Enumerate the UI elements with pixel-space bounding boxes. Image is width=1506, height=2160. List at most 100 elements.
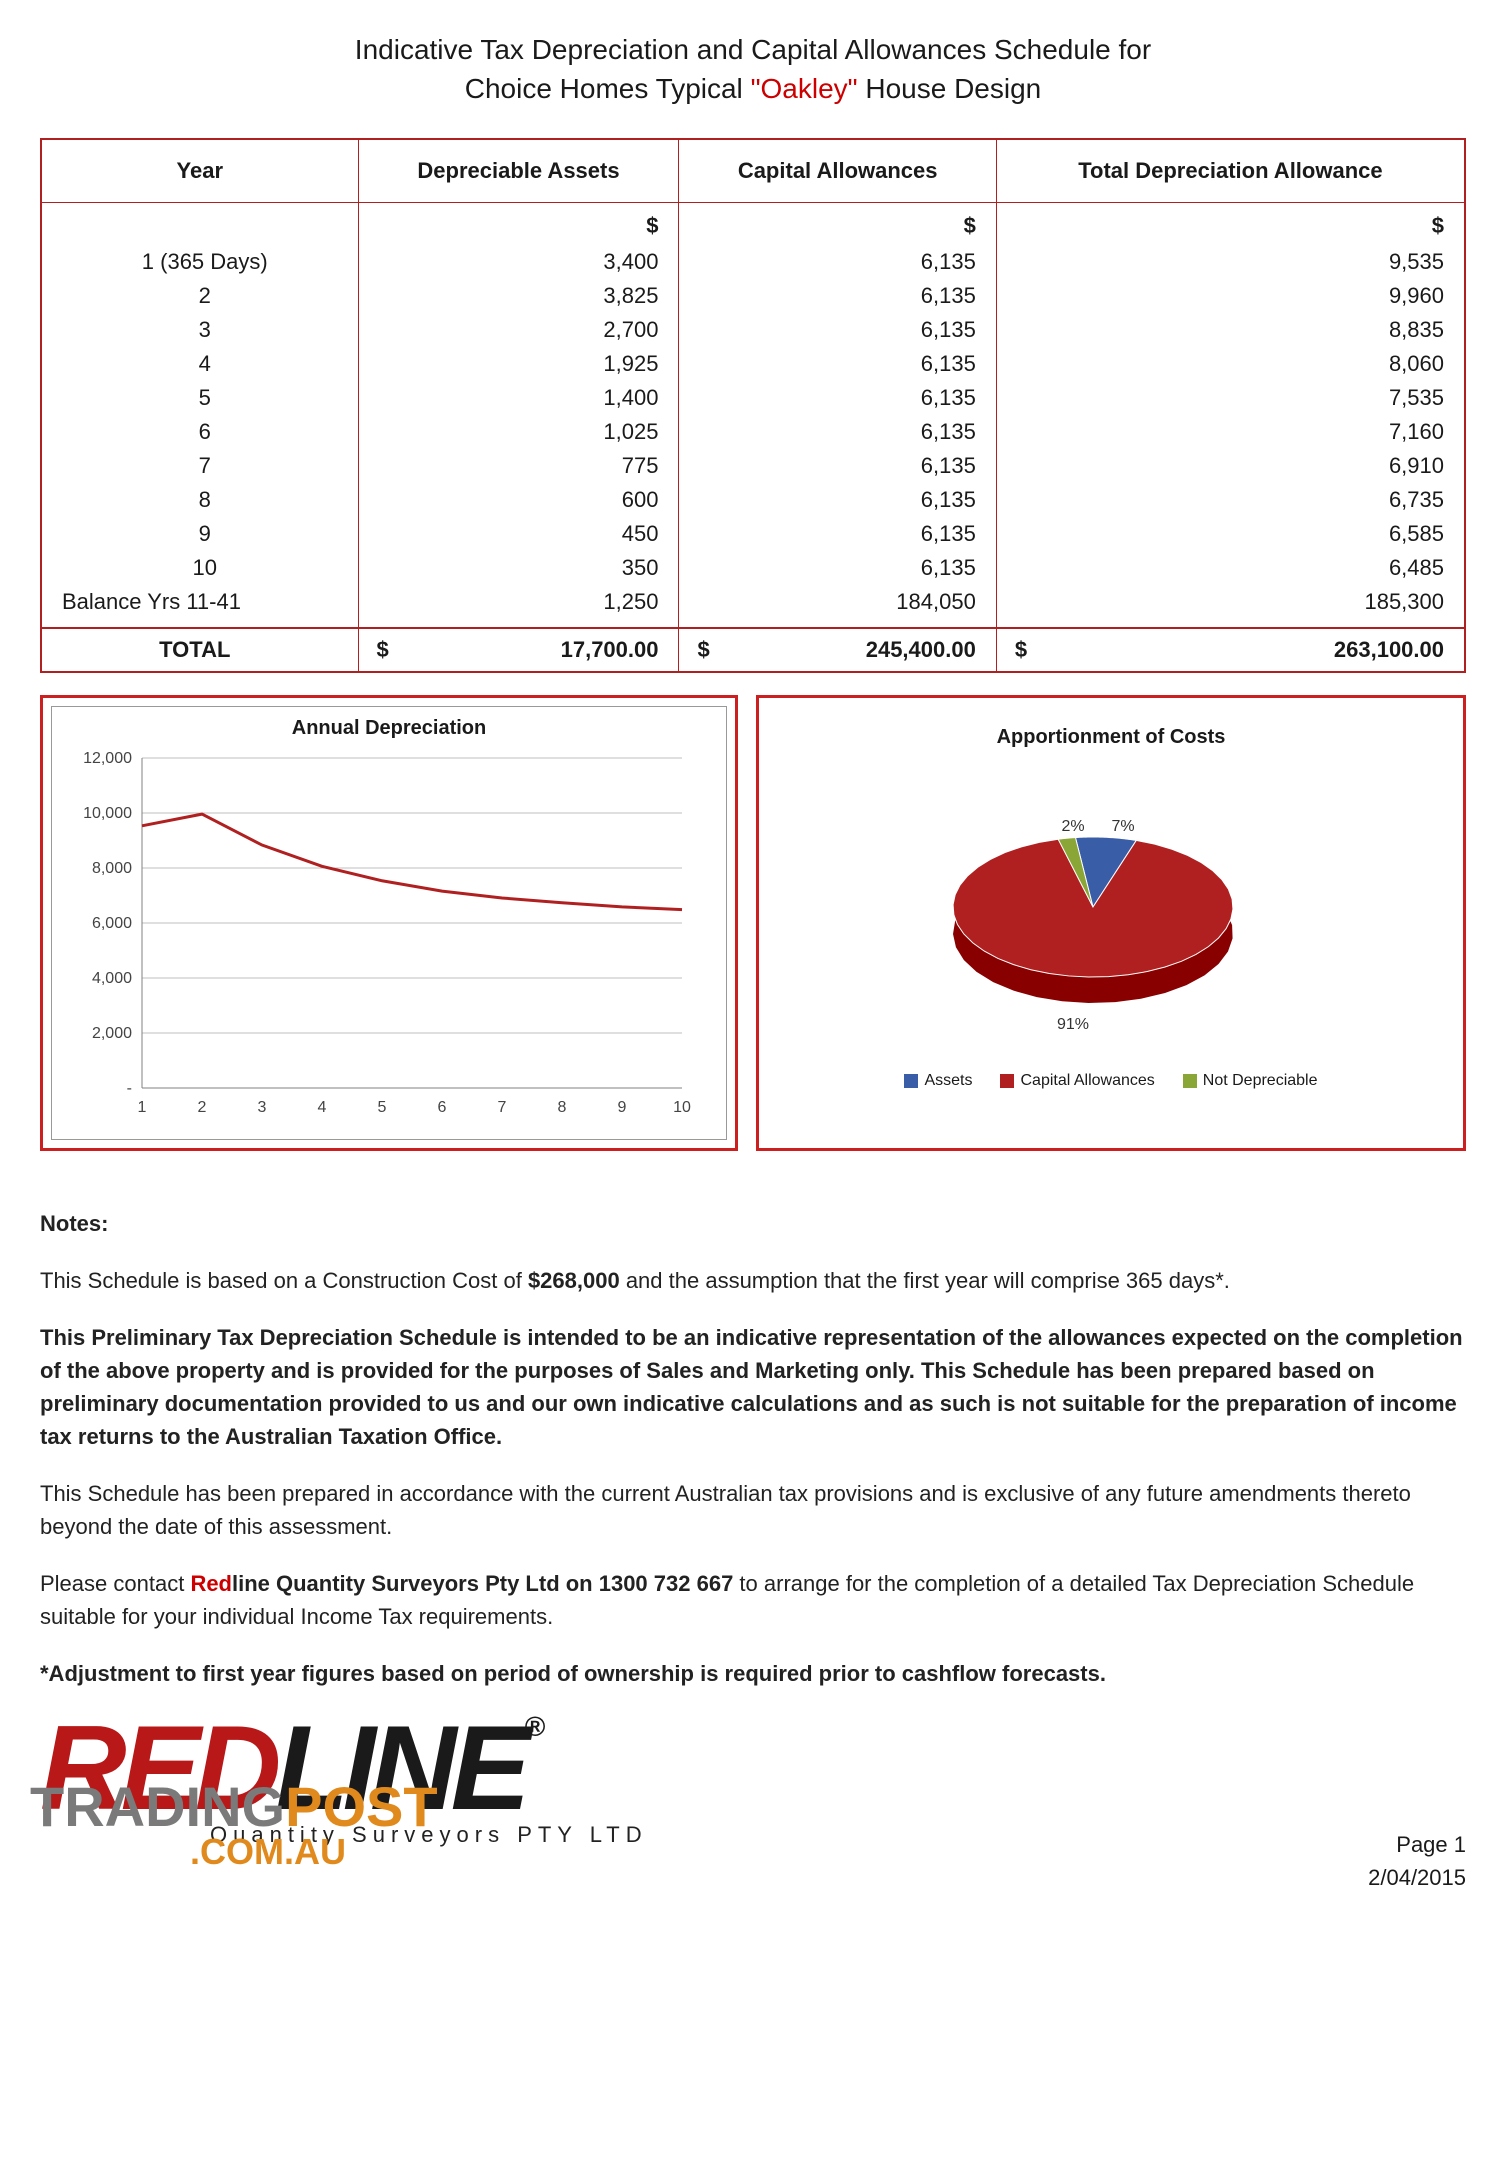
cell-da: 1,925	[358, 347, 679, 381]
total-tot: $263,100.00	[996, 628, 1465, 672]
notes-p4a: Please contact	[40, 1571, 190, 1596]
total-label: TOTAL	[41, 628, 358, 672]
notes-p4b: Red	[190, 1571, 232, 1596]
cell-year: Balance Yrs 11-41	[41, 585, 358, 628]
cell-ca: 6,135	[679, 279, 996, 313]
col-depreciable: Depreciable Assets	[358, 139, 679, 203]
cell-da: 1,250	[358, 585, 679, 628]
cell-da: 450	[358, 517, 679, 551]
svg-text:3: 3	[258, 1099, 267, 1116]
cell-da: 3,825	[358, 279, 679, 313]
table-row: 51,4006,1357,535	[41, 381, 1465, 415]
cell-tot: 9,960	[996, 279, 1465, 313]
cell-ca: 6,135	[679, 449, 996, 483]
notes-p1b: $268,000	[528, 1268, 620, 1293]
notes-section: Notes: This Schedule is based on a Const…	[40, 1207, 1466, 1690]
pie-chart-box: Apportionment of Costs 91% 7% 2% Assets Cap…	[756, 695, 1466, 1151]
line-chart-svg: -2,0004,0006,0008,00010,00012,0001234567…	[62, 748, 702, 1128]
legend-item: Assets	[904, 1072, 972, 1090]
svg-text:2%: 2%	[1061, 818, 1084, 835]
page-number: Page 1	[1368, 1828, 1466, 1861]
svg-text:2,000: 2,000	[92, 1025, 132, 1042]
title-highlight: "Oakley"	[751, 73, 858, 104]
title-line2c: House Design	[858, 73, 1042, 104]
currency-sym: $	[358, 203, 679, 246]
title-line1: Indicative Tax Depreciation and Capital …	[355, 34, 1151, 65]
charts-row: Annual Depreciation -2,0004,0006,0008,00…	[40, 695, 1466, 1151]
cell-ca: 6,135	[679, 415, 996, 449]
notes-p1a: This Schedule is based on a Construction…	[40, 1268, 528, 1293]
tp-trading: TRADING	[30, 1775, 285, 1838]
legend-item: Capital Allowances	[1000, 1072, 1154, 1090]
svg-text:2: 2	[198, 1099, 207, 1116]
table-header-row: Year Depreciable Assets Capital Allowanc…	[41, 139, 1465, 203]
cell-da: 1,025	[358, 415, 679, 449]
cell-tot: 9,535	[996, 245, 1465, 279]
notes-heading: Notes:	[40, 1207, 1466, 1240]
notes-p3: This Schedule has been prepared in accor…	[40, 1477, 1466, 1543]
cell-ca: 6,135	[679, 245, 996, 279]
cell-da: 2,700	[358, 313, 679, 347]
cell-ca: 6,135	[679, 517, 996, 551]
cell-da: 350	[358, 551, 679, 585]
cell-ca: 6,135	[679, 483, 996, 517]
cell-tot: 7,160	[996, 415, 1465, 449]
line-chart-title: Annual Depreciation	[62, 717, 716, 740]
cell-tot: 6,485	[996, 551, 1465, 585]
table-row: 23,8256,1359,960	[41, 279, 1465, 313]
svg-text:1: 1	[138, 1099, 147, 1116]
notes-p2: This Preliminary Tax Depreciation Schedu…	[40, 1321, 1466, 1453]
cell-year: 1 (365 Days)	[41, 245, 358, 279]
cell-da: 1,400	[358, 381, 679, 415]
cell-year: 8	[41, 483, 358, 517]
tradingpost-watermark: TRADINGPOST .COM.AU	[30, 1774, 438, 1873]
cell-ca: 6,135	[679, 347, 996, 381]
cell-tot: 6,910	[996, 449, 1465, 483]
cell-year: 6	[41, 415, 358, 449]
page-info: Page 1 2/04/2015	[1368, 1828, 1466, 1894]
cell-ca: 6,135	[679, 551, 996, 585]
svg-text:5: 5	[378, 1099, 387, 1116]
svg-text:6,000: 6,000	[92, 915, 132, 932]
currency-sym: $	[996, 203, 1465, 246]
pie-legend: AssetsCapital AllowancesNot Depreciable	[773, 1072, 1449, 1090]
title-line2a: Choice Homes Typical	[465, 73, 751, 104]
cell-tot: 8,060	[996, 347, 1465, 381]
table-row: 41,9256,1358,060	[41, 347, 1465, 381]
notes-p5: *Adjustment to first year figures based …	[40, 1657, 1466, 1690]
cell-year: 3	[41, 313, 358, 347]
svg-text:12,000: 12,000	[83, 750, 132, 767]
pie-chart-title: Apportionment of Costs	[773, 726, 1449, 749]
cell-ca: 6,135	[679, 313, 996, 347]
depreciation-table: Year Depreciable Assets Capital Allowanc…	[40, 138, 1466, 673]
table-total-row: TOTAL$17,700.00$245,400.00$263,100.00	[41, 628, 1465, 672]
table-row: 86006,1356,735	[41, 483, 1465, 517]
svg-text:7%: 7%	[1111, 818, 1134, 835]
currency-row: $ $ $	[41, 203, 1465, 246]
cell-year: 4	[41, 347, 358, 381]
notes-p1: This Schedule is based on a Construction…	[40, 1264, 1466, 1297]
svg-text:9: 9	[618, 1099, 627, 1116]
svg-text:8: 8	[558, 1099, 567, 1116]
currency-sym: $	[679, 203, 996, 246]
notes-p4c: line Quantity Surveyors Pty Ltd on 1300 …	[232, 1571, 733, 1596]
pie-chart-svg: 91% 7% 2%	[773, 757, 1413, 1037]
logo-area: REDLINE® Quantity Surveyors PTY LTD TRAD…	[40, 1714, 940, 1894]
svg-text:10: 10	[673, 1099, 691, 1116]
col-capital: Capital Allowances	[679, 139, 996, 203]
svg-text:4: 4	[318, 1099, 327, 1116]
svg-text:7: 7	[498, 1099, 507, 1116]
svg-text:6: 6	[438, 1099, 447, 1116]
svg-text:4,000: 4,000	[92, 970, 132, 987]
table-row: 94506,1356,585	[41, 517, 1465, 551]
tp-domain: .COM.AU	[190, 1831, 346, 1872]
cell-year: 9	[41, 517, 358, 551]
notes-p1c: and the assumption that the first year w…	[620, 1268, 1230, 1293]
footer: REDLINE® Quantity Surveyors PTY LTD TRAD…	[40, 1714, 1466, 1894]
svg-text:91%: 91%	[1057, 1016, 1089, 1033]
cell-year: 7	[41, 449, 358, 483]
cell-ca: 6,135	[679, 381, 996, 415]
svg-text:-: -	[127, 1080, 132, 1097]
table-row: 32,7006,1358,835	[41, 313, 1465, 347]
logo-reg: ®	[525, 1711, 540, 1742]
